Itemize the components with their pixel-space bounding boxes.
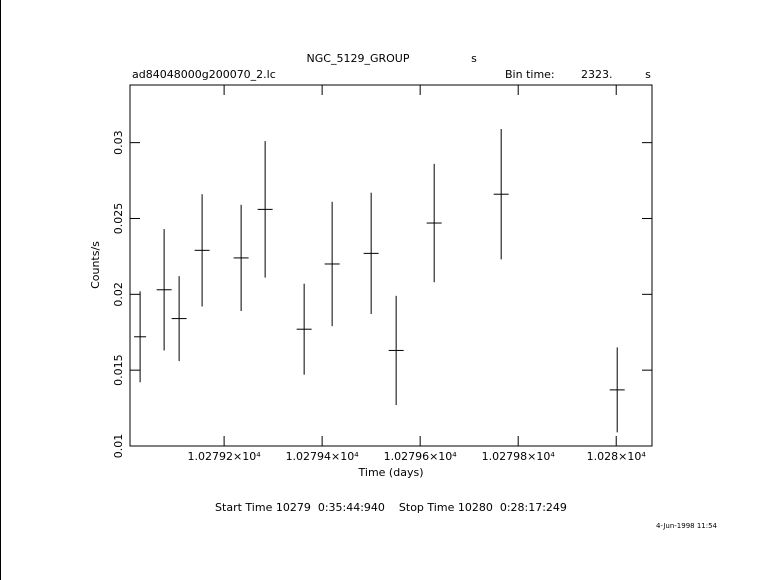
y-tick-label: 0.025 [112, 203, 125, 235]
x-tick-label: 1.028×10⁴ [587, 450, 647, 463]
x-tick-label: 1.02798×10⁴ [482, 450, 556, 463]
y-tick-label: 0.015 [112, 354, 125, 386]
bin-time-unit: s [645, 68, 651, 81]
x-axis-label: Time (days) [358, 466, 424, 479]
x-tick-label: 1.02794×10⁴ [286, 450, 360, 463]
date: 4-Jun-1998 11:54 [656, 522, 718, 530]
bin-time-label: Bin time: [505, 68, 555, 81]
plot-frame [129, 84, 653, 447]
title-unit: s [471, 52, 477, 65]
y-tick-label: 0.03 [112, 130, 125, 155]
y-tick-label: 0.01 [112, 434, 125, 459]
y-axis-label: Counts/s [89, 241, 102, 289]
footer: Start Time 10279 0:35:44:940 Stop Time 1… [215, 501, 567, 514]
x-tick-label: 1.02792×10⁴ [188, 450, 262, 463]
y-tick-label: 0.02 [112, 282, 125, 307]
bin-time: 2323. [581, 68, 613, 81]
chart-title: NGC_5129_GROUP [307, 52, 410, 65]
x-tick-label: 1.02796×10⁴ [384, 450, 458, 463]
file-label: ad84048000g200070_2.lc [132, 68, 276, 81]
